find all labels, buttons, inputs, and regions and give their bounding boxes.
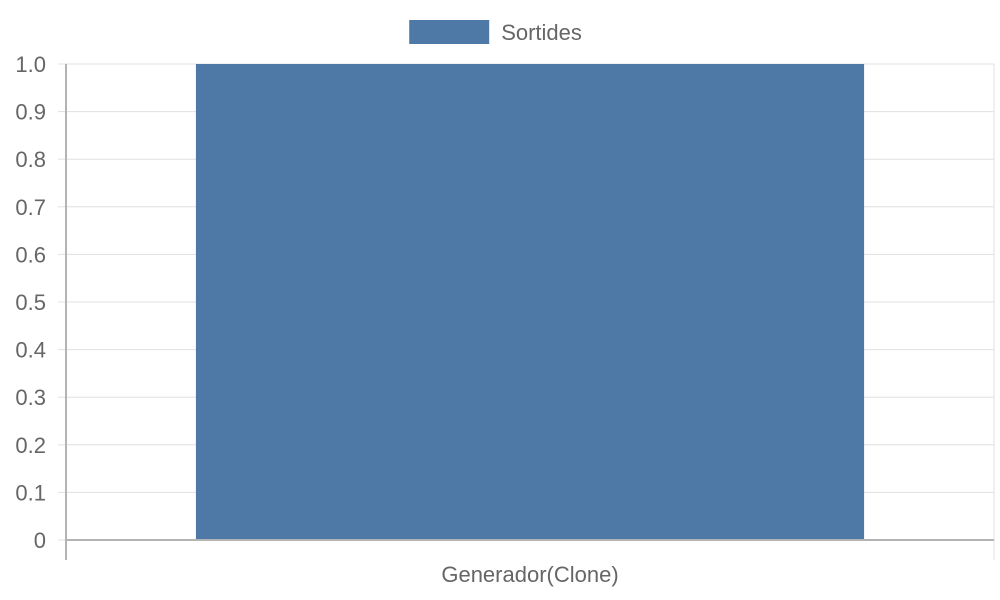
x-category-label: Generador(Clone) — [441, 562, 618, 587]
y-tick-label: 0.1 — [15, 480, 46, 505]
y-tick-label: 0 — [34, 528, 46, 553]
y-tick-label: 0.9 — [15, 100, 46, 125]
y-tick-label: 0.3 — [15, 385, 46, 410]
legend: Sortides — [409, 20, 582, 45]
y-tick-label: 0.5 — [15, 290, 46, 315]
bars — [195, 64, 865, 540]
bar — [195, 64, 865, 540]
legend-label: Sortides — [501, 20, 582, 45]
y-tick-label: 0.4 — [15, 338, 46, 363]
y-tick-label: 0.7 — [15, 195, 46, 220]
y-tick-label: 1.0 — [15, 52, 46, 77]
axes — [65, 64, 994, 560]
x-axis-category-labels: Generador(Clone) — [441, 562, 618, 587]
legend-swatch — [409, 20, 490, 44]
y-tick-label: 0.2 — [15, 433, 46, 458]
y-tick-label: 0.6 — [15, 242, 46, 267]
y-axis-tick-labels: 0 0.1 0.2 0.3 0.4 0.5 0.6 0.7 0.8 0.9 1.0 — [15, 52, 46, 553]
y-tick-label: 0.8 — [15, 147, 46, 172]
